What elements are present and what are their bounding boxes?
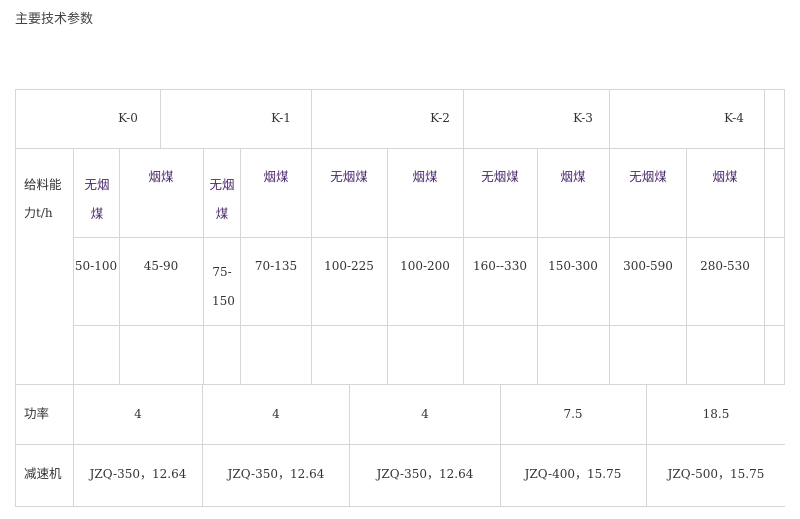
- power-value-k2: 4: [421, 407, 429, 421]
- k4-anthracite-value: 300-590: [623, 259, 673, 273]
- model-header-k0: K-0: [118, 111, 138, 125]
- power-value-k4: 18.5: [702, 407, 730, 421]
- k1-bituminous-value: 70-135: [254, 259, 298, 273]
- k0-anthracite-header-line1: 无烟: [84, 177, 110, 192]
- reducer-value-k2: JZQ-350，12.64: [376, 467, 474, 481]
- reducer-label: 减速机: [24, 466, 62, 481]
- k0-anthracite-header: 无烟 煤: [84, 170, 110, 228]
- k3-bituminous-header-text: 烟煤: [560, 169, 586, 184]
- reducer-value-k0: JZQ-350，12.64: [89, 467, 187, 481]
- model-header-k3: K-3: [573, 111, 593, 125]
- k1-anthracite-value-line1: 75-: [212, 265, 232, 279]
- reducer-value-k3: JZQ-400，15.75: [524, 467, 622, 481]
- k1-anthracite-header: 无烟 煤: [208, 170, 236, 228]
- k2-bituminous-value: 100-200: [400, 259, 450, 273]
- k1-anthracite-value-line2: 150: [212, 294, 235, 308]
- k0-anthracite-header-line2: 煤: [90, 206, 104, 221]
- reducer-value-k4: JZQ-500，15.75: [667, 467, 765, 481]
- k2-bituminous-header: 烟煤: [412, 169, 438, 184]
- power-value-k3: 7.5: [563, 407, 583, 421]
- k2-anthracite-value: 100-225: [324, 259, 374, 273]
- model-header-k2: K-2: [430, 111, 450, 125]
- capacity-label: 给料能 力t/h: [24, 170, 62, 228]
- capacity-label-line2: 力t/h: [24, 206, 53, 220]
- k4-bituminous-header: 烟煤: [712, 169, 738, 184]
- k0-bituminous-header: 烟煤: [148, 169, 174, 184]
- k1-anthracite-header-line1: 无烟: [209, 177, 235, 192]
- capacity-label-line1: 给料能: [24, 177, 62, 192]
- k3-anthracite-header: 无烟煤: [481, 169, 519, 184]
- k0-anthracite-value: 50-100: [74, 259, 118, 273]
- k4-bituminous-value: 280-530: [700, 259, 750, 273]
- power-value-k1: 4: [272, 407, 280, 421]
- k1-anthracite-header-line2: 煤: [215, 206, 229, 221]
- k3-anthracite-value: 160--330: [473, 259, 527, 273]
- power-label: 功率: [24, 406, 50, 421]
- k3-bituminous-value: 150-300: [548, 259, 598, 273]
- k1-anthracite-value: 75- 150: [212, 258, 235, 316]
- reducer-value-k1: JZQ-350，12.64: [227, 467, 325, 481]
- model-header-k4: K-4: [724, 111, 744, 125]
- k1-bituminous-header: 烟煤: [263, 169, 289, 184]
- k2-anthracite-header: 无烟煤: [330, 169, 368, 184]
- page-title: 主要技术参数: [15, 12, 94, 27]
- model-header-k1: K-1: [271, 111, 291, 125]
- k4-anthracite-header: 无烟煤: [629, 169, 667, 184]
- power-value-k0: 4: [134, 407, 142, 421]
- k0-bituminous-value: 45-90: [143, 259, 179, 273]
